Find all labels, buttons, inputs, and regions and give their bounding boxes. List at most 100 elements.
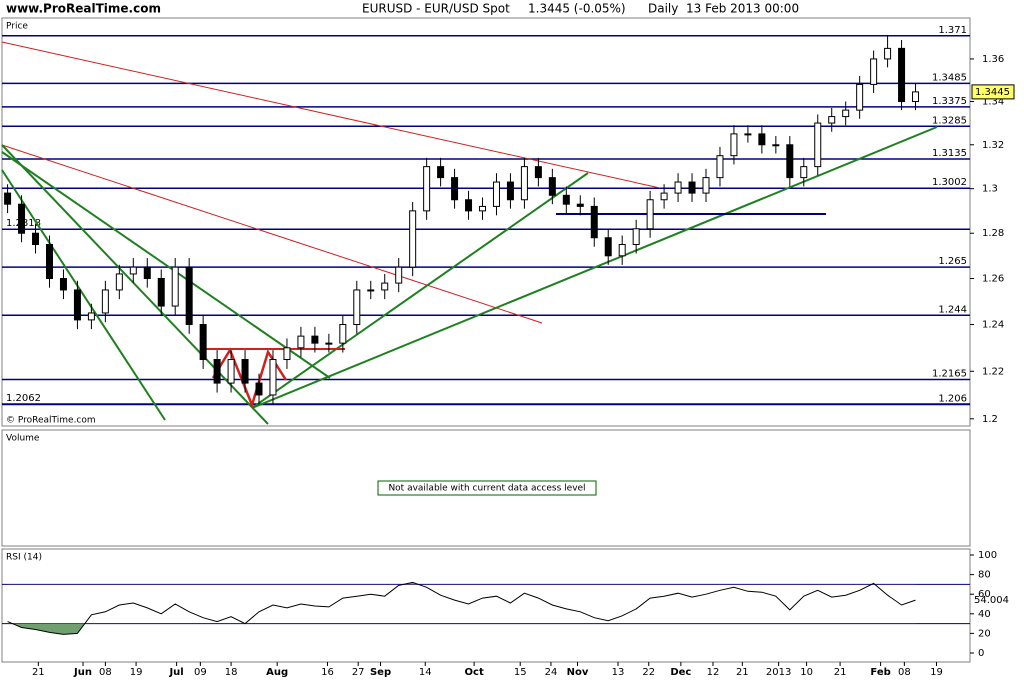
candle-body	[632, 228, 640, 245]
candle-body	[730, 133, 738, 157]
date: 13 Feb 2013 00:00	[686, 2, 799, 16]
trend-line	[1, 41, 661, 189]
x-tick-label: Nov	[567, 667, 589, 678]
candle-body	[702, 177, 710, 194]
x-tick-label: 19	[130, 667, 143, 678]
x-tick-label: Sep	[370, 667, 391, 678]
x-tick-label: 08	[99, 667, 112, 678]
x-tick-label: 21	[32, 667, 45, 678]
candle-body	[4, 192, 12, 205]
candle-body	[143, 266, 151, 280]
candle-body	[213, 359, 221, 384]
candle-body	[339, 324, 347, 344]
candle-body	[367, 289, 375, 292]
candle-body	[437, 166, 445, 179]
candle-body	[604, 237, 612, 257]
trend-line	[1, 169, 166, 421]
y-tick-label: 1.32	[982, 140, 1004, 151]
candle-body	[101, 289, 109, 314]
y-tick-label: 0	[978, 648, 984, 659]
x-tick-label: 16	[321, 667, 334, 678]
price-panel	[1, 17, 971, 427]
candle-body	[534, 166, 542, 179]
candle-body	[674, 181, 682, 194]
candle-body	[618, 243, 626, 257]
rsi-line	[7, 581, 916, 635]
candle-body	[688, 181, 696, 194]
candle-body	[800, 166, 808, 179]
level-label: 1.206	[938, 393, 967, 404]
candle-body	[381, 282, 389, 291]
candle-body	[87, 312, 95, 321]
candle-body	[898, 47, 906, 103]
candle-body	[562, 194, 570, 205]
price-title: Price	[6, 22, 28, 32]
candle-body	[353, 289, 361, 326]
candle-body	[451, 177, 459, 201]
candle-body	[115, 273, 123, 291]
candle-body	[772, 144, 780, 147]
period: Daily	[648, 2, 678, 16]
y-tick-label: 40	[978, 609, 991, 620]
y-tick-label: 1.28	[982, 228, 1004, 239]
y-tick-label: 1.26	[982, 274, 1004, 285]
volume-panel	[1, 429, 971, 547]
y-tick-label: 20	[978, 628, 991, 639]
trend-line	[251, 126, 938, 409]
y-tick-label: 60	[978, 589, 991, 600]
candle-body	[32, 232, 40, 245]
x-tick-label: 24	[545, 667, 558, 678]
level-label: 1.3285	[932, 115, 967, 126]
y-tick-label: 1.22	[982, 366, 1004, 377]
x-tick-label: 2013	[766, 667, 791, 678]
trend-lines	[1, 41, 938, 425]
candle-body	[465, 199, 473, 212]
x-tick-label: Aug	[266, 667, 288, 678]
notice: Not available with current data access l…	[388, 484, 585, 494]
y-tick-label: 1.34	[982, 97, 1004, 108]
candle-body	[18, 203, 26, 234]
level-label: 1.2165	[932, 369, 967, 380]
candle-body	[129, 266, 137, 275]
level-label: 1.2062	[6, 393, 41, 404]
x-tick-label: 09	[194, 667, 207, 678]
candle-body	[870, 58, 878, 85]
level-label: 1.3375	[932, 96, 967, 107]
y-tick-label: 80	[978, 570, 991, 581]
price-badge	[971, 84, 1015, 100]
y-tick-label: 1.2	[982, 414, 998, 425]
candle-body	[227, 359, 235, 384]
candle-body	[716, 155, 724, 179]
candle-body	[856, 83, 864, 111]
copyright: © ProRealTime.com	[6, 416, 96, 426]
y-tick-label: 1.36	[982, 54, 1004, 65]
x-tick-label: 27	[352, 667, 365, 678]
candle-body	[912, 91, 920, 103]
candle-body	[185, 266, 193, 326]
candle-body	[786, 144, 794, 179]
x-tick-label: Jun	[73, 667, 92, 678]
candle-body	[157, 278, 165, 307]
trend-line	[251, 172, 589, 409]
candle-body	[548, 177, 556, 196]
candle-body	[283, 347, 291, 361]
x-tick-label: Feb	[870, 667, 890, 678]
notice-box	[377, 480, 597, 496]
x-tick-label: 21	[736, 667, 749, 678]
level-label: 1.244	[938, 304, 967, 315]
y-tick-label: 1.24	[982, 320, 1004, 331]
candle-body	[660, 192, 668, 201]
candle-body	[311, 335, 319, 344]
level-label: 1.3002	[932, 177, 967, 188]
x-tick-label: 10	[800, 667, 813, 678]
volume-title: Volume	[6, 434, 40, 444]
y-tick-label: 1.3	[982, 184, 998, 195]
x-tick-label: 13	[612, 667, 625, 678]
candle-body	[828, 116, 836, 124]
x-tick-label: 22	[642, 667, 655, 678]
x-tick-label: 15	[514, 667, 527, 678]
trend-line	[1, 151, 331, 379]
